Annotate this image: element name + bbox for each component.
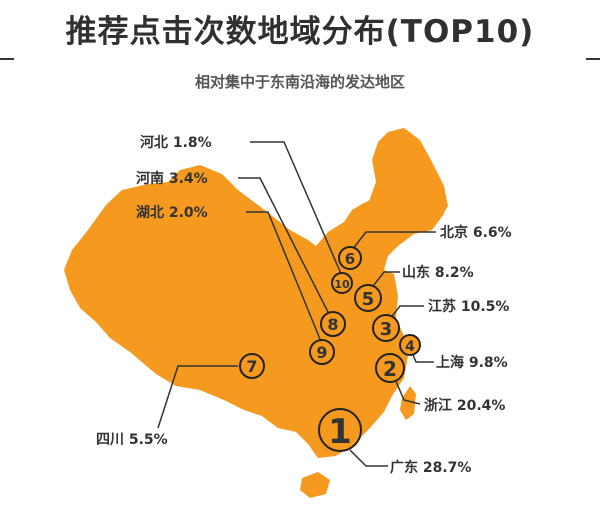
region-value-shanghai: 9.8% xyxy=(469,355,508,371)
rank-number-10: 10 xyxy=(334,278,350,291)
rank-badge-4: 4 xyxy=(399,334,421,356)
label-jiangsu: 江苏 10.5% xyxy=(428,298,509,315)
rank-number-3: 3 xyxy=(380,319,393,340)
leader-line-shandong xyxy=(369,271,400,291)
region-value-hebei: 1.8% xyxy=(173,135,212,151)
svg-text:河南 3.4%: 河南 3.4% xyxy=(136,170,208,187)
northeast-region-shape xyxy=(368,128,448,226)
rank-number-6: 6 xyxy=(345,250,355,268)
svg-text:浙江 20.4%: 浙江 20.4% xyxy=(424,397,505,414)
rank-badge-1: 1 xyxy=(318,408,362,452)
rank-badge-5: 5 xyxy=(354,284,382,312)
label-zhejiang: 浙江 20.4% xyxy=(424,397,505,414)
region-value-henan: 3.4% xyxy=(169,171,208,187)
label-hubei: 湖北 2.0% xyxy=(136,205,208,221)
label-beijing: 北京 6.6% xyxy=(440,224,512,241)
leader-line-beijing xyxy=(351,231,436,251)
region-value-jiangsu: 10.5% xyxy=(461,299,510,315)
region-name-shandong: 山东 xyxy=(402,264,430,281)
title-rule-right xyxy=(586,58,600,60)
rank-badge-7: 7 xyxy=(239,353,265,379)
rank-number-1: 1 xyxy=(328,412,352,452)
svg-text:河北 1.8%: 河北 1.8% xyxy=(140,134,212,151)
region-value-shandong: 8.2% xyxy=(435,265,474,281)
label-sichuan: 四川 5.5% xyxy=(96,432,168,448)
leader-line-guangdong xyxy=(349,449,388,467)
region-name-jiangsu: 江苏 xyxy=(428,298,456,315)
rank-number-4: 4 xyxy=(405,339,415,355)
region-value-zhejiang: 20.4% xyxy=(457,398,506,414)
region-name-hebei: 河北 xyxy=(140,134,168,151)
svg-text:四川 5.5%: 四川 5.5% xyxy=(96,432,168,448)
region-name-beijing: 北京 xyxy=(440,224,468,241)
region-value-beijing: 6.6% xyxy=(473,225,512,241)
region-value-guangdong: 28.7% xyxy=(423,460,472,476)
region-name-shanghai: 上海 xyxy=(436,354,464,371)
label-guangdong: 广东 28.7% xyxy=(390,459,471,476)
rank-number-2: 2 xyxy=(383,357,397,381)
svg-text:山东 8.2%: 山东 8.2% xyxy=(402,264,474,281)
region-name-henan: 河南 xyxy=(136,170,164,187)
svg-text:广东 28.7%: 广东 28.7% xyxy=(390,459,471,476)
rank-badge-2: 2 xyxy=(375,353,405,383)
china-mainland-shape xyxy=(64,132,444,458)
svg-text:北京 6.6%: 北京 6.6% xyxy=(440,224,512,241)
rank-badge-8: 8 xyxy=(320,311,346,337)
region-name-guangdong: 广东 xyxy=(390,459,418,476)
region-value-sichuan: 5.5% xyxy=(129,432,168,448)
title-rule-left xyxy=(0,58,14,60)
leader-line-hubei xyxy=(246,211,323,345)
taiwan-island-shape xyxy=(400,386,416,420)
svg-text:湖北 2.0%: 湖北 2.0% xyxy=(136,205,208,221)
rank-badge-3: 3 xyxy=(372,314,400,342)
label-shandong: 山东 8.2% xyxy=(402,264,474,281)
leader-line-hebei xyxy=(250,141,343,277)
label-shanghai: 上海 9.8% xyxy=(436,354,508,371)
rank-badge-6: 6 xyxy=(338,246,362,270)
region-name-sichuan: 四川 xyxy=(96,432,124,448)
rank-number-5: 5 xyxy=(362,289,375,310)
rank-badge-10: 10 xyxy=(331,272,353,294)
region-name-zhejiang: 浙江 xyxy=(424,397,452,414)
region-name-hubei: 湖北 xyxy=(136,205,164,221)
leader-line-sichuan xyxy=(157,365,238,429)
page-title: 推荐点击次数地域分布(TOP10) xyxy=(65,14,535,50)
svg-text:上海 9.8%: 上海 9.8% xyxy=(436,354,508,371)
region-value-hubei: 2.0% xyxy=(169,205,208,221)
hainan-island-shape xyxy=(300,472,330,498)
rank-number-9: 9 xyxy=(316,343,327,362)
page-subtitle: 相对集中于东南沿海的发达地区 xyxy=(184,71,415,92)
rank-number-8: 8 xyxy=(327,315,338,334)
label-hebei: 河北 1.8% xyxy=(140,134,212,151)
rank-badge-9: 9 xyxy=(309,339,335,365)
rank-number-7: 7 xyxy=(246,357,257,376)
svg-text:江苏 10.5%: 江苏 10.5% xyxy=(428,298,509,315)
leader-line-henan xyxy=(238,177,331,317)
label-henan: 河南 3.4% xyxy=(136,170,208,187)
